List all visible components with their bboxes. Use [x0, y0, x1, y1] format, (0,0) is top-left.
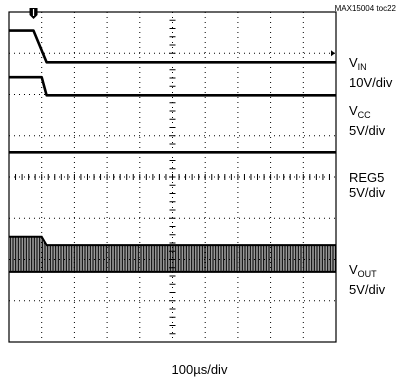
trace-vin	[9, 29, 336, 64]
vcc-scale: 5V/div	[349, 123, 386, 138]
vout-envelope-top	[9, 235, 336, 247]
vin-scale: 10V/div	[349, 75, 393, 90]
channel-label-vcc: VCC 5V/div	[349, 103, 385, 138]
channel-label-reg5: REG5 5V/div	[349, 170, 385, 200]
channel-label-vin: VIN 10V/div	[349, 55, 392, 90]
vcc-name: V	[349, 103, 358, 118]
figure-id: MAX15004 toc22	[334, 4, 396, 13]
vcc-subscript: CC	[357, 110, 371, 120]
vout-scale: 5V/div	[349, 282, 386, 297]
trace-vcc	[9, 75, 336, 97]
vout-subscript: OUT	[357, 269, 377, 279]
vin-name: V	[349, 55, 358, 70]
timebase-label: 100µs/div	[171, 362, 228, 377]
trace-vout	[8, 236, 336, 272]
level-marker-icon	[331, 50, 335, 57]
vout-name: V	[349, 262, 358, 277]
reg5-scale: 5V/div	[349, 185, 386, 200]
vin-subscript: IN	[357, 62, 367, 72]
reg5-name: REG5	[349, 170, 385, 185]
channel-label-vout: VOUT 5V/div	[349, 262, 385, 297]
